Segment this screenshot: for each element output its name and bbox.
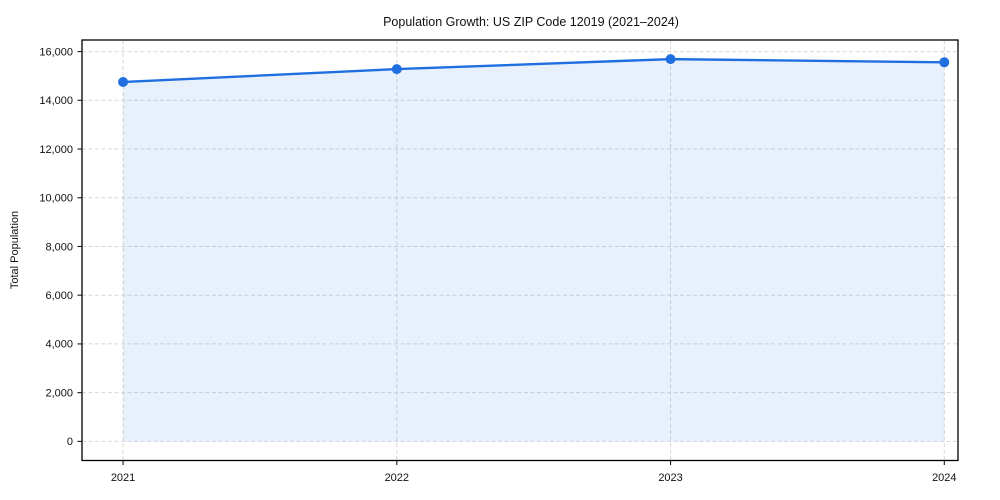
y-tick-label: 6,000: [45, 290, 73, 302]
grid-layer: [82, 40, 958, 461]
data-point-marker: [939, 57, 950, 68]
x-tick-label: 2022: [385, 472, 409, 484]
series-line: [121, 57, 946, 84]
plot-border: [81, 39, 959, 462]
data-point-marker: [665, 54, 676, 65]
tick-labels-layer: 0 2,000 4,000 6,000 8,000 10,000 12,000 14,000 1…: [39, 46, 956, 484]
area-fill-layer: [123, 59, 945, 442]
y-tick-label: 2,000: [45, 387, 73, 399]
data-line-layer: [121, 57, 946, 84]
axes-layer: [77, 39, 959, 465]
data-markers-layer: [118, 54, 950, 88]
y-axis-label: Total Population: [9, 211, 21, 289]
x-tick-label: 2021: [111, 472, 135, 484]
chart-title: Population Growth: US ZIP Code 12019 (20…: [383, 15, 679, 29]
y-tick-label: 8,000: [45, 241, 73, 253]
x-tick-label: 2024: [932, 472, 956, 484]
y-tick-label: 12,000: [39, 144, 73, 156]
y-tick-label: 10,000: [39, 193, 73, 205]
data-point-marker: [118, 77, 129, 88]
y-tick-label: 0: [67, 436, 73, 448]
y-tick-label: 16,000: [39, 46, 73, 58]
data-point-marker: [391, 64, 402, 75]
series-area-fill: [123, 59, 945, 442]
x-tick-label: 2023: [658, 472, 682, 484]
y-tick-label: 4,000: [45, 339, 73, 351]
y-tick-label: 14,000: [39, 95, 73, 107]
